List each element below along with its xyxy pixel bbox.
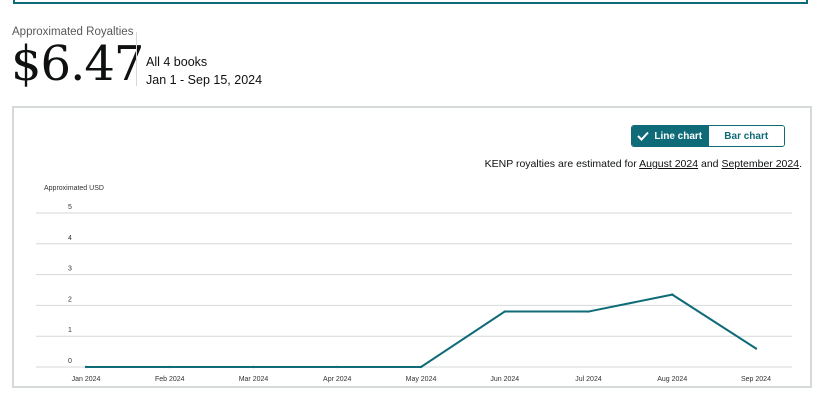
chart-type-toggle[interactable]: Line chart Bar chart [631, 125, 785, 147]
x-tick-label: Jun 2024 [490, 376, 519, 383]
data-point[interactable] [252, 365, 255, 369]
line-chart-button[interactable]: Line chart [632, 126, 708, 146]
data-point[interactable] [503, 310, 506, 313]
royalty-amount: $6.47 [11, 36, 144, 92]
data-point[interactable] [168, 365, 171, 369]
x-tick-label: Jan 2024 [72, 376, 101, 383]
note-prefix: KENP royalties are estimated for [484, 158, 640, 170]
summary-divider [136, 32, 137, 86]
books-scope: All 4 books [146, 55, 208, 69]
royalty-line-chart: Approximated USD 0 1 2 3 4 5 Jan 2024 Feb 2024… [36, 185, 792, 383]
chart-card: Approximated USD 0 1 2 3 4 5 Jan 2024 Feb 2024… [12, 106, 812, 388]
data-point[interactable] [336, 365, 339, 369]
data-point[interactable] [419, 365, 423, 369]
date-range: Jan 1 - Sep 15, 2024 [146, 73, 263, 87]
data-point[interactable] [671, 293, 674, 296]
x-tick-label: Aug 2024 [657, 376, 687, 383]
line-chart-label: Line chart [654, 130, 703, 142]
approx-royalties-label: Approximated Royalties [12, 26, 134, 38]
note-suffix: . [799, 158, 802, 170]
bar-chart-label: Bar chart [724, 130, 769, 142]
y-axis-title: Approximated USD [44, 185, 104, 192]
august-2024-link[interactable]: August 2024 [639, 158, 699, 170]
note-middle: and [698, 158, 722, 170]
y-tick-label: 3 [68, 266, 72, 273]
y-tick-label: 4 [68, 235, 72, 242]
x-tick-label: Sep 2024 [741, 376, 771, 383]
bar-chart-button[interactable]: Bar chart [707, 126, 784, 146]
y-tick-label: 2 [68, 296, 72, 303]
x-tick-label: May 2024 [406, 376, 437, 383]
data-point[interactable] [754, 347, 758, 350]
y-tick-label: 1 [68, 327, 72, 334]
x-tick-label: Mar 2024 [239, 376, 269, 383]
x-tick-label: Apr 2024 [323, 376, 352, 383]
september-2024-link[interactable]: September 2024 [721, 158, 800, 170]
y-tick-label: 0 [68, 358, 72, 365]
check-icon [637, 131, 650, 141]
x-tick-label: Feb 2024 [155, 376, 185, 383]
y-tick-label: 5 [68, 204, 72, 211]
top-panel-frame [13, 0, 808, 4]
x-tick-label: Jul 2024 [575, 376, 602, 383]
data-point[interactable] [587, 310, 590, 313]
kenp-estimate-note: KENP royalties are estimated for August … [485, 158, 802, 170]
data-point[interactable] [84, 365, 88, 369]
